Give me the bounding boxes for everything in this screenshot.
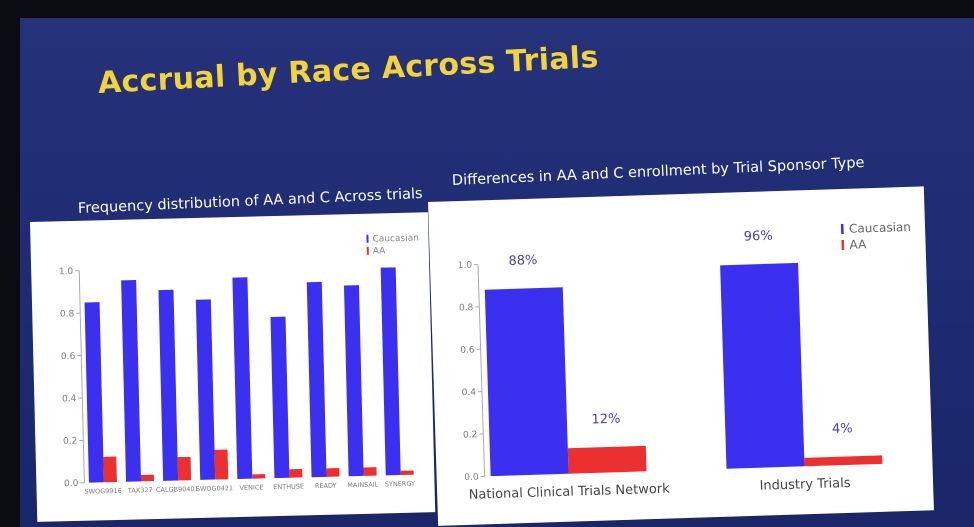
right-category-label: National Clinical Trials Network: [468, 482, 670, 503]
right-bar-aa: [567, 445, 647, 474]
left-bar-caucasian: [270, 316, 290, 479]
left-category-label: SYNERGY: [385, 480, 415, 489]
left-category-label: CALGB90401: [156, 485, 199, 494]
aa-percent-label: 4%: [832, 421, 853, 437]
left-bar-aa: [400, 470, 414, 476]
right-y-tick-label: 1.0: [458, 261, 473, 271]
right-y-tick-label: 0.2: [463, 430, 478, 440]
right-y-tick-label: 0.4: [462, 388, 477, 398]
legend-aa-swatch: [366, 246, 369, 255]
left-bar-caucasian: [121, 280, 142, 482]
left-bar-aa: [252, 474, 266, 479]
left-category-label: SWOG0421: [196, 484, 233, 493]
legend-aa-label: AA: [849, 237, 867, 252]
caucasian-percent-label: 88%: [508, 253, 537, 269]
left-bar-aa: [103, 456, 117, 483]
legend-caucasian-label: Caucasian: [372, 234, 419, 245]
left-y-tick-label: 0.0: [64, 479, 79, 489]
left-chart-title: Frequency distribution of AA and C Acros…: [77, 185, 423, 217]
left-bar-caucasian: [232, 277, 253, 480]
right-bar-caucasian: [484, 287, 569, 477]
left-y-tick-label: 0.2: [63, 437, 78, 447]
legend-caucasian-swatch: [840, 223, 844, 235]
left-bar-caucasian: [380, 267, 401, 476]
left-bar-caucasian: [158, 289, 179, 481]
right-y-tick-label: 0.0: [464, 473, 479, 483]
left-bar-aa: [289, 468, 303, 478]
right-category-label: Industry Trials: [759, 476, 851, 494]
left-y-tick-label: 0.4: [62, 394, 77, 404]
left-bar-caucasian: [306, 281, 327, 478]
left-category-label: SWOG9916: [84, 487, 121, 496]
left-bar-aa: [140, 474, 155, 482]
left-bar-aa: [363, 467, 377, 476]
legend-aa-label: AA: [373, 246, 387, 256]
caucasian-percent-label: 96%: [744, 229, 773, 245]
left-chart-panel: 0.0 0.2 0.4 0.6 0.8 1.0 SWOG9916 TAX327 CALGB904…: [30, 212, 436, 522]
left-bar-caucasian: [195, 299, 216, 480]
left-y-tick-label: 1.0: [59, 267, 74, 277]
left-category-label: ENTHUSE: [273, 482, 304, 491]
left-bar-aa: [326, 468, 340, 477]
left-category-label: VENICE: [239, 483, 263, 492]
right-chart-panel: 0.0 0.2 0.4 0.6 0.8 1.0 88% 12% National Clinica…: [428, 186, 934, 526]
left-bar-aa: [177, 456, 192, 481]
left-bar-aa: [214, 449, 229, 480]
left-category-label: READY: [315, 482, 337, 491]
legend-caucasian-swatch: [366, 234, 369, 243]
right-chart-svg: 0.0 0.2 0.4 0.6 0.8 1.0 88% 12% National Clinica…: [458, 220, 912, 503]
right-chart-title: Differences in AA and C enrollment by Tr…: [451, 154, 865, 189]
left-category-label: TAX327: [127, 486, 153, 495]
right-y-axis: [477, 264, 486, 477]
right-y-tick-label: 0.6: [460, 345, 475, 355]
left-y-tick-label: 0.8: [60, 309, 75, 319]
legend-aa-swatch: [841, 239, 845, 251]
right-bar-caucasian: [720, 262, 805, 469]
right-y-tick-label: 0.8: [459, 303, 474, 313]
left-bar-caucasian: [84, 302, 104, 483]
left-bar-caucasian: [343, 285, 364, 477]
left-category-label: MAINSAIL: [347, 481, 379, 490]
presentation-slide: Accrual by Race Across Trials Frequency …: [20, 18, 974, 527]
right-bar-aa: [804, 455, 883, 467]
left-y-axis: [78, 270, 85, 483]
left-y-tick-label: 0.6: [61, 352, 76, 362]
slide-title: Accrual by Race Across Trials: [97, 39, 600, 101]
left-chart-svg: 0.0 0.2 0.4 0.6 0.8 1.0 SWOG9916 TAX327 CALGB904…: [59, 234, 419, 496]
aa-percent-label: 12%: [591, 412, 620, 428]
legend-caucasian-label: Caucasian: [849, 220, 911, 236]
